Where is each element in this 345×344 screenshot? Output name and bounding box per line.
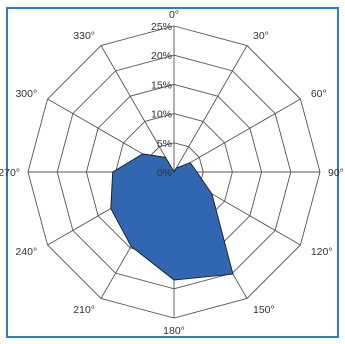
angle-label-270: 270° xyxy=(0,167,20,179)
angle-label-180: 180° xyxy=(163,325,185,337)
angle-label-0: 0° xyxy=(169,9,179,21)
angle-label-210: 210° xyxy=(73,304,95,316)
radial-tick-10: 10% xyxy=(151,109,172,121)
spoke-330 xyxy=(100,45,175,173)
radial-tick-0: 0% xyxy=(157,167,172,179)
series-layer xyxy=(110,153,234,281)
angle-label-150: 150° xyxy=(253,304,275,316)
angle-label-300: 300° xyxy=(15,88,37,100)
radial-tick-25: 25% xyxy=(151,21,172,33)
label-layer: 0° 30° 60° 90° 120° 150° 180° 210° 240° 270° 300° 3… xyxy=(0,9,344,337)
angle-label-60: 60° xyxy=(311,88,327,100)
angle-label-120: 120° xyxy=(311,246,333,258)
radial-tick-15: 15% xyxy=(151,79,172,91)
angle-label-90: 90° xyxy=(328,167,344,179)
spoke-60 xyxy=(173,98,301,173)
angle-label-330: 330° xyxy=(73,30,95,42)
angle-label-30: 30° xyxy=(253,30,269,42)
spoke-30 xyxy=(173,45,248,173)
radial-tick-20: 20% xyxy=(151,50,172,62)
angle-label-240: 240° xyxy=(15,246,37,258)
radial-tick-5: 5% xyxy=(157,138,172,150)
